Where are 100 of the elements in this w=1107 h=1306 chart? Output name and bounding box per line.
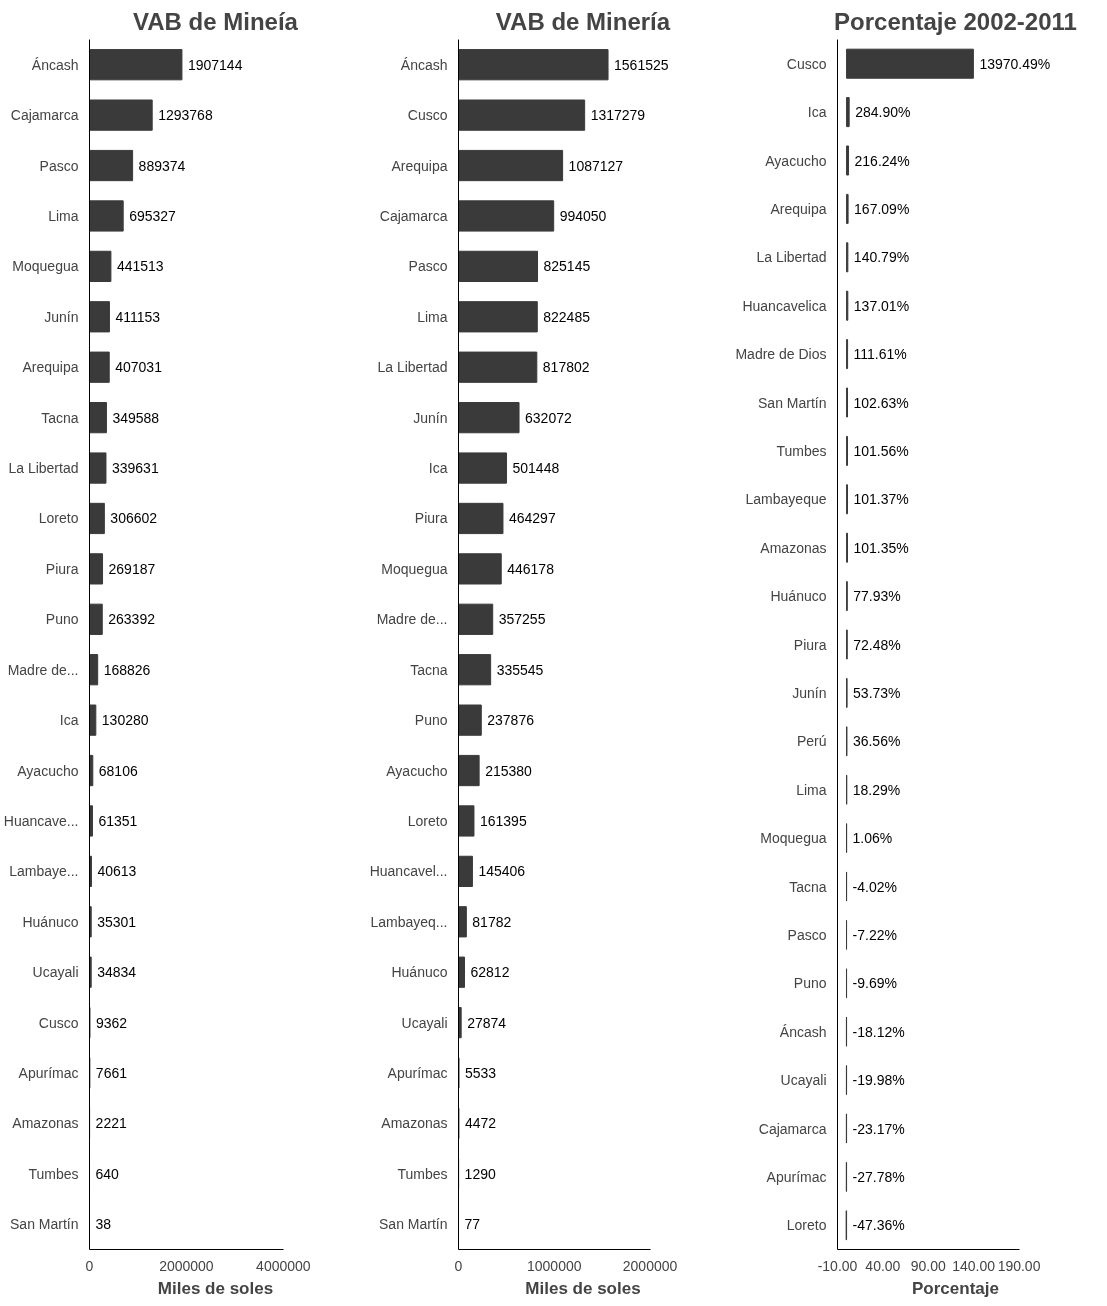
y-tick-label: Ayacucho bbox=[17, 762, 79, 779]
y-tick-label: Tacna bbox=[410, 661, 448, 678]
y-tick-label: Huancavel... bbox=[369, 863, 448, 880]
y-tick-label: Apurímac bbox=[387, 1065, 448, 1082]
y-tick-label: Ica bbox=[428, 460, 448, 477]
data-label: -23.17% bbox=[852, 1120, 905, 1137]
x-tick-label: -10.00 bbox=[817, 1257, 858, 1274]
y-tick-label: Tacna bbox=[789, 878, 827, 895]
data-label: 349588 bbox=[112, 409, 160, 426]
data-label: 13970.49% bbox=[979, 55, 1051, 72]
data-label: 61351 bbox=[98, 812, 138, 829]
y-tick-label: La Libertad bbox=[8, 460, 79, 477]
y-tick-label: Lima bbox=[417, 308, 448, 325]
data-label: 215380 bbox=[485, 762, 533, 779]
data-label: 1087127 bbox=[568, 157, 624, 174]
data-label: 27874 bbox=[467, 1014, 507, 1031]
data-label: 2221 bbox=[95, 1115, 127, 1132]
data-label: 446178 bbox=[507, 560, 555, 577]
y-tick-label: Tumbes bbox=[776, 442, 827, 459]
data-label: -27.78% bbox=[852, 1168, 905, 1185]
data-label: 464297 bbox=[508, 510, 556, 527]
y-tick-label: Áncash bbox=[400, 56, 448, 73]
y-tick-label: Tacna bbox=[41, 409, 79, 426]
data-label: 77 bbox=[464, 1216, 481, 1233]
y-tick-label: Lambaye... bbox=[9, 863, 79, 880]
data-label: 145406 bbox=[478, 863, 526, 880]
y-tick-label: San Martín bbox=[379, 1216, 448, 1233]
y-tick-label: Amazonas bbox=[760, 539, 827, 556]
y-tick-label: Madre de Dios bbox=[735, 346, 827, 363]
y-tick-label: Áncash bbox=[779, 1023, 827, 1040]
data-label: 817802 bbox=[542, 359, 590, 376]
data-label: -9.69% bbox=[852, 975, 897, 992]
data-label: 640 bbox=[95, 1165, 120, 1182]
y-tick-label: Moquegua bbox=[760, 830, 827, 847]
y-tick-label: Moquegua bbox=[12, 258, 79, 275]
y-tick-label: Arequipa bbox=[770, 200, 827, 217]
data-label: -47.36% bbox=[852, 1217, 905, 1234]
data-label: 1.06% bbox=[852, 830, 893, 847]
y-tick-label: Áncash bbox=[31, 56, 79, 73]
y-tick-label: Loreto bbox=[407, 812, 448, 829]
data-label: 889374 bbox=[138, 157, 186, 174]
y-tick-label: Cajamarca bbox=[379, 207, 448, 224]
data-label: -4.02% bbox=[852, 878, 897, 895]
data-label: 36.56% bbox=[852, 733, 901, 750]
y-tick-label: Perú bbox=[796, 733, 827, 750]
x-axis-title: Miles de soles bbox=[525, 1278, 641, 1298]
y-tick-label: Junín bbox=[44, 308, 79, 325]
y-tick-label: La Libertad bbox=[377, 359, 448, 376]
y-tick-label: Ucayali bbox=[401, 1014, 448, 1031]
data-label: 7661 bbox=[95, 1065, 128, 1082]
data-label: 167.09% bbox=[854, 200, 910, 217]
data-label: 101.35% bbox=[853, 539, 909, 556]
data-label: 35301 bbox=[97, 913, 137, 930]
y-tick-label: Lambayeq... bbox=[370, 913, 448, 930]
data-label: 695327 bbox=[129, 207, 177, 224]
data-label: 263392 bbox=[108, 611, 156, 628]
y-tick-label: Cajamarca bbox=[758, 1120, 827, 1137]
y-tick-label: Puno bbox=[45, 611, 79, 628]
y-tick-label: Tumbes bbox=[397, 1165, 448, 1182]
data-label: 411153 bbox=[115, 308, 161, 325]
data-label: 825145 bbox=[543, 258, 591, 275]
data-label: 18.29% bbox=[852, 781, 901, 798]
y-tick-label: Huancavelica bbox=[742, 297, 827, 314]
data-label: 68106 bbox=[98, 762, 138, 779]
data-label: 161395 bbox=[479, 812, 527, 829]
chart-title: VAB de Mineía bbox=[133, 7, 299, 35]
y-tick-label: Tumbes bbox=[28, 1165, 79, 1182]
y-tick-label: San Martín bbox=[758, 394, 827, 411]
data-label: -7.22% bbox=[852, 926, 897, 943]
x-tick-label: 190.00 bbox=[997, 1257, 1041, 1274]
y-tick-label: Arequipa bbox=[391, 157, 448, 174]
data-label: 130280 bbox=[101, 712, 149, 729]
y-tick-label: Ica bbox=[807, 104, 827, 121]
y-tick-label: Madre de... bbox=[376, 611, 448, 628]
data-label: 81782 bbox=[472, 913, 512, 930]
data-label: 4472 bbox=[464, 1115, 497, 1132]
x-tick-label: 2000000 bbox=[159, 1257, 214, 1274]
y-tick-label: Huánuco bbox=[391, 964, 448, 981]
data-label: 822485 bbox=[543, 308, 591, 325]
data-label: 34834 bbox=[97, 964, 137, 981]
y-tick-label: Amazonas bbox=[381, 1115, 448, 1132]
y-tick-label: Ucayali bbox=[32, 964, 79, 981]
data-label: 335545 bbox=[496, 661, 544, 678]
y-tick-label: Piura bbox=[45, 560, 79, 577]
data-label: 101.37% bbox=[853, 491, 909, 508]
data-label: 111.61% bbox=[853, 346, 907, 363]
y-tick-label: Cusco bbox=[38, 1014, 79, 1031]
y-tick-label: Apurímac bbox=[18, 1065, 79, 1082]
data-label: -18.12% bbox=[852, 1023, 905, 1040]
data-label: 357255 bbox=[498, 611, 546, 628]
data-label: 101.56% bbox=[853, 442, 909, 459]
y-tick-label: Pasco bbox=[787, 926, 827, 943]
chart-title: Porcentaje 2002-2011 bbox=[834, 7, 1077, 35]
y-tick-label: Huánuco bbox=[22, 913, 79, 930]
y-tick-label: Amazonas bbox=[12, 1115, 79, 1132]
data-label: 53.73% bbox=[853, 684, 901, 701]
x-tick-label: 2000000 bbox=[622, 1257, 678, 1274]
data-label: 5533 bbox=[465, 1065, 497, 1082]
y-tick-label: San Martín bbox=[10, 1216, 79, 1233]
data-label: 1561525 bbox=[614, 56, 669, 73]
